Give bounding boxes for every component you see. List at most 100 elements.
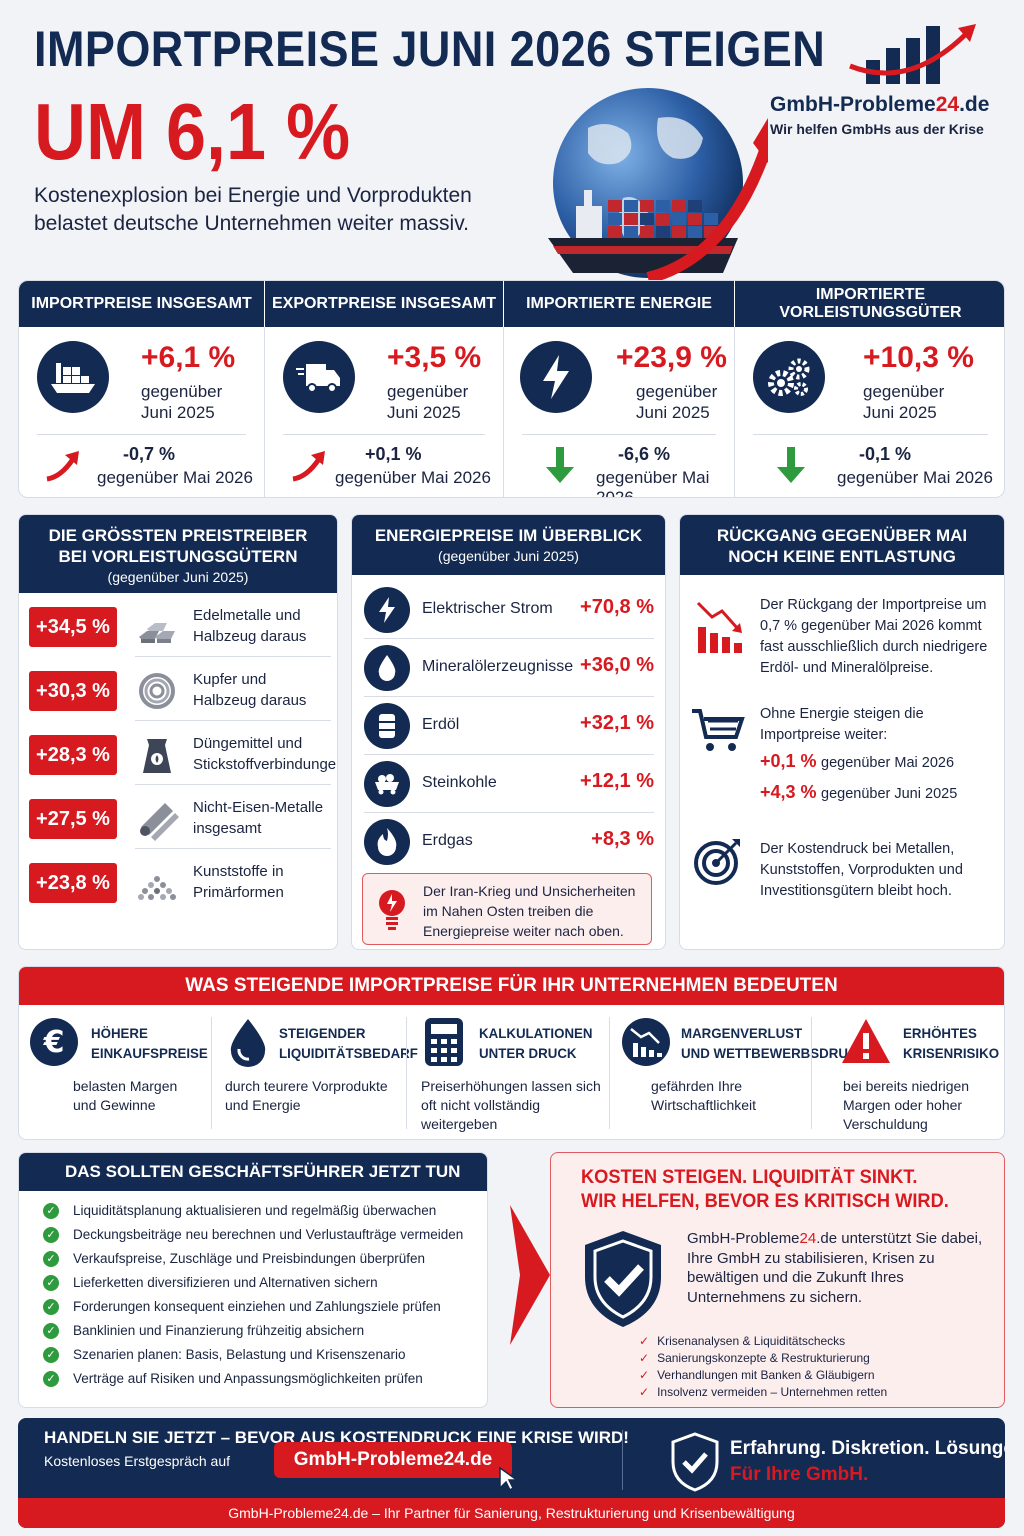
barrel-icon [364, 703, 410, 749]
energy-value: +70,8 % [580, 596, 654, 618]
bar-chart-arrow-icon [849, 24, 976, 84]
driver-value: +28,3 % [29, 735, 117, 775]
kpi-month-label: gegenüber Mai 2026 [837, 468, 993, 487]
kpi-compare-label: gegenüber Juni 2025 [141, 382, 223, 422]
list-item: +27,5 % Nicht-Eisen-Metalle insgesamt [29, 791, 331, 849]
check-icon: ✓ [43, 1323, 59, 1339]
list-item: ✓ Deckungsbeiträge neu berechnen und Verl… [43, 1224, 463, 1246]
list-item: ✓ Verhandlungen mit Banken & Gläubigern [639, 1368, 875, 1382]
kpi-title: IMPORTIERTE ENERGIE [504, 281, 734, 327]
page-subtitle: Kostenexplosion bei Energie und Vorprodu… [34, 184, 472, 235]
cta-headline: KOSTEN STEIGEN. LIQUIDITÄT SINKT. [581, 1167, 918, 1188]
meaning-body: bei bereits niedrigen Margen oder hoher … [843, 1078, 970, 1132]
check-icon: ✓ [43, 1203, 59, 1219]
kpi-month-label: gegenüber Mai 2026 [596, 468, 710, 498]
list-item: +23,8 % Kunststoffe in Primärformen [29, 855, 329, 907]
energy-value: +8,3 % [591, 828, 654, 850]
section-header: WAS STEIGENDE IMPORTPREISE FÜR IHR UNTER… [19, 967, 1004, 1005]
list-item: ✓ Krisenanalysen & Liquiditätschecks [639, 1334, 846, 1348]
kpi-import-energy: IMPORTIERTE ENERGIE +23,9 % gegenüber Ju… [504, 281, 734, 498]
gears-icon [753, 341, 825, 413]
energy-label: Mineralölerzeugnisse [422, 658, 574, 675]
meaning-title: MARGENVERLUST UND WETTBEWERBSDRUCK [681, 1025, 868, 1061]
kpi-month-value: +0,1 % [365, 444, 422, 464]
kpi-title: IMPORTIERTE VORLEISTUNGSGÜTER [735, 281, 1004, 327]
driver-label: Kupfer und Halbzeug daraus [193, 671, 307, 709]
decline-stat: +4,3 % gegenüber Juni 2025 [760, 782, 958, 802]
lightbulb-icon [379, 890, 405, 930]
kpi-title: IMPORTPREISE INSGESAMT [19, 281, 264, 327]
chevron-right-icon [510, 1205, 550, 1345]
list-item: ✓ Verträge auf Risiken und Anpassungsmögl… [43, 1368, 423, 1390]
warning-icon [841, 1017, 891, 1067]
kpi-title: EXPORTPREISE INSGESAMT [265, 281, 503, 327]
list-item: Mineralölerzeugnisse +36,0 % [364, 641, 654, 697]
kpi-import-intermediate: IMPORTIERTE VORLEISTUNGSGÜTER +10,3 % ge… [735, 281, 1004, 497]
declining-chart-icon [696, 601, 742, 653]
energy-label: Erdgas [422, 832, 473, 849]
kpi-month-label: gegenüber Mai 2026 [335, 468, 491, 487]
driver-label: Kunststoffe in Primärformen [193, 863, 284, 901]
decline-text-pressure: Der Kostendruck bei Metallen, Kunststoff… [760, 841, 963, 899]
driver-value: +23,8 % [29, 863, 117, 903]
calculator-icon [419, 1017, 469, 1067]
trend-down-arrow-icon [546, 447, 574, 483]
meaning-title: ERHÖHTES KRISENRISIKO [903, 1025, 1000, 1061]
kpi-export-total: EXPORTPREISE INSGESAMT +3,5 % gegenüber … [265, 281, 503, 497]
pipes-icon [140, 803, 179, 841]
copper-coil-icon [139, 673, 175, 709]
target-icon [694, 839, 740, 885]
decline-card: RÜCKGANG GEGENÜBER MAI NOCH KEINE ENTLAS… [679, 514, 1005, 950]
kpi-month-value: -0,7 % [123, 444, 176, 464]
meaning-body: gefährden Ihre Wirtschaftlichkeit [651, 1078, 757, 1113]
energy-value: +12,1 % [580, 770, 654, 792]
check-icon: ✓ [43, 1275, 59, 1291]
kpi-value: +6,1 % [141, 341, 236, 374]
list-item: Elektrischer Strom +70,8 % [364, 583, 654, 639]
list-item: ✓ Verkaufspreise, Zuschläge und Preisbind… [43, 1248, 425, 1270]
list-item: ✓ Sanierungskonzepte & Restrukturierung [639, 1351, 870, 1365]
todo-card: DAS SOLLTEN GESCHÄFTSFÜHRER JETZT TUN ✓ L… [18, 1152, 488, 1408]
footer-strip: GmbH-Probleme24.de – Ihr Partner für San… [18, 1498, 1005, 1528]
meaning-item: KALKULATIONEN UNTER DRUCK Preiserhöhungen… [409, 1005, 606, 1139]
logo-tagline: Wir helfen GmbHs aus der Krise [770, 121, 984, 137]
energy-label: Erdöl [422, 716, 460, 733]
page-title-highlight: UM 6,1 % [34, 87, 351, 176]
cta-headline: WIR HELFEN, BEVOR ES KRITISCH WIRD. [581, 1191, 949, 1212]
trend-down-arrow-icon [777, 447, 805, 483]
energy-label: Elektrischer Strom [422, 600, 553, 617]
shopping-cart-icon [692, 709, 745, 751]
energy-note: Der Iran-Krieg und Unsicherheiten im Nah… [362, 873, 652, 945]
driver-label: Edelmetalle und Halbzeug daraus [193, 607, 307, 645]
driver-value: +27,5 % [29, 799, 117, 839]
meaning-item: MARGENVERLUST UND WETTBEWERBSDRUCK gefähr… [611, 1005, 867, 1139]
meaning-title: STEIGENDER LIQUIDITÄTSBEDARF [279, 1025, 418, 1061]
logo-name: GmbH-Probleme24.de [770, 93, 990, 116]
lightning-icon [520, 341, 592, 413]
driver-value: +30,3 % [29, 671, 117, 711]
check-icon: ✓ [43, 1227, 59, 1243]
kpi-month-label: gegenüber Mai 2026 [97, 468, 253, 487]
card-header: DAS SOLLTEN GESCHÄFTSFÜHRER JETZT TUN [19, 1153, 487, 1191]
coal-cart-icon [364, 761, 410, 807]
footer-tagline: Erfahrung. Diskretion. Lösungen. [730, 1438, 1005, 1459]
page-title: IMPORTPREISE JUNI 2026 STEIGEN [34, 21, 826, 77]
card-header: ENERGIEPREISE IM ÜBERBLICK (gegenüber Ju… [352, 515, 665, 575]
list-item: ✓ Szenarien planen: Basis, Belastung und … [43, 1344, 405, 1366]
brand-logo: GmbH-Probleme24.de Wir helfen GmbHs aus … [770, 18, 1010, 137]
shield-check-icon [585, 1231, 661, 1327]
declining-chart-icon [621, 1017, 671, 1067]
check-icon: ✓ [639, 1385, 650, 1399]
footer: HANDELN SIE JETZT – BEVOR AUS KOSTENDRUC… [18, 1418, 1005, 1528]
oil-drop-icon [364, 645, 410, 691]
check-icon: ✓ [639, 1368, 650, 1382]
meaning-title: HÖHERE EINKAUFSPREISE [91, 1025, 208, 1061]
price-drivers-card: DIE GRÖSSTEN PREISTREIBER BEI VORLEISTUN… [18, 514, 338, 950]
energy-value: +36,0 % [580, 654, 654, 676]
list-item: ✓ Lieferketten diversifizieren und Altern… [43, 1272, 378, 1294]
kpi-panel: IMPORTPREISE INSGESAMT +6,1 % gegenüber … [18, 280, 1005, 498]
consultation-button[interactable]: GmbH-Probleme24.de [274, 1442, 512, 1478]
meaning-body: Preiserhöhungen lassen sich oft nicht vo… [421, 1078, 601, 1132]
check-icon: ✓ [43, 1371, 59, 1387]
lightning-icon [364, 587, 410, 633]
